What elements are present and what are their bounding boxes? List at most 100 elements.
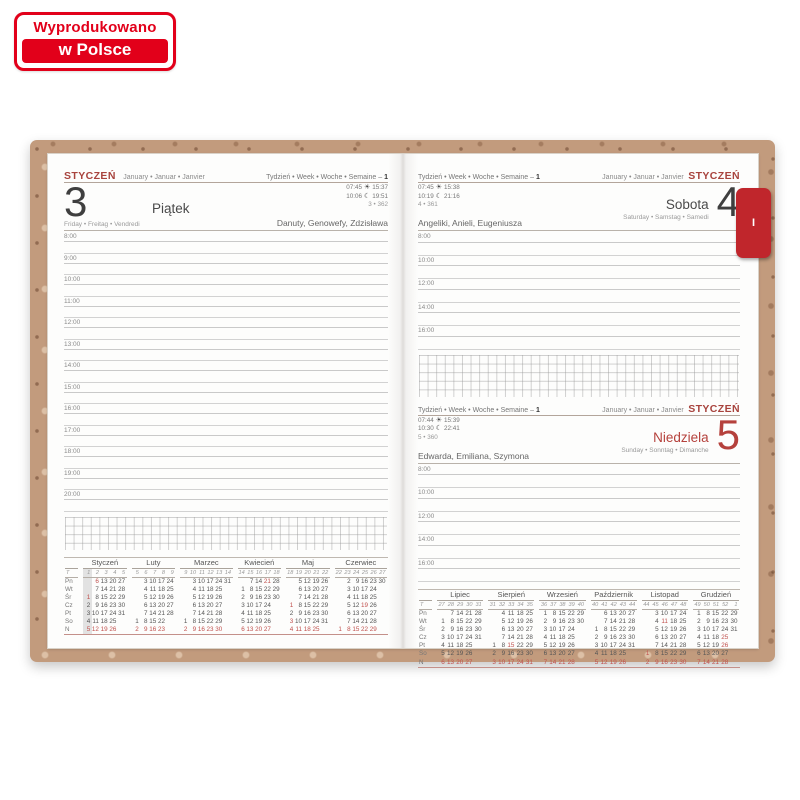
week-number-cell: 18 bbox=[272, 569, 282, 578]
week-label: Tydzień • Week • Woche • Semaine – 1 bbox=[418, 174, 540, 181]
weekday-label: Pn bbox=[65, 577, 73, 585]
date-cell: 10 bbox=[246, 601, 254, 609]
date-cell: 24 bbox=[465, 634, 473, 642]
date-cell bbox=[83, 577, 92, 586]
date-cell: 18 bbox=[670, 618, 678, 626]
date-cell: 21 bbox=[670, 642, 678, 650]
week-number-cell: 39 bbox=[567, 602, 577, 610]
date-cell: 28 bbox=[628, 618, 636, 626]
week-number-cell: 47 bbox=[669, 602, 679, 610]
date-cell: 16 bbox=[303, 609, 311, 617]
date-cell: 15 bbox=[149, 617, 157, 625]
date-cell: 30 bbox=[272, 593, 280, 601]
date-cell: 2 bbox=[645, 658, 650, 666]
hour-line: 18:00 bbox=[64, 447, 388, 457]
date-cell: 30 bbox=[577, 618, 585, 626]
date-cell: 27 bbox=[465, 658, 473, 666]
half-hour-line bbox=[64, 264, 388, 275]
date-cell: 9 bbox=[552, 618, 557, 626]
week-number-cell: 48 bbox=[678, 602, 688, 610]
date-cell: 27 bbox=[628, 610, 636, 617]
day-name-stack: Niedziela Sunday • Sonntag • Dimanche bbox=[621, 430, 708, 454]
date-cell bbox=[335, 610, 344, 618]
date-cell: 14 bbox=[660, 642, 668, 650]
date-cell: 16 bbox=[149, 626, 157, 634]
date-cell: 9 bbox=[249, 593, 254, 601]
date-cell: 9 bbox=[298, 609, 303, 617]
half-hour-line bbox=[64, 500, 388, 512]
date-cell bbox=[224, 626, 233, 634]
mini-month-lipiec: Lipiec 27 28 29 30 31 7 14 21 28 1 8 15 22 29 2 9 16 23 30 3… bbox=[437, 590, 484, 667]
date-cell bbox=[83, 585, 92, 594]
weekday-label: Wt bbox=[65, 585, 73, 593]
date-cell bbox=[437, 610, 446, 618]
date-cell bbox=[132, 586, 141, 594]
date-cell: 10 bbox=[91, 609, 99, 617]
date-cell: 1 bbox=[338, 626, 342, 634]
date-cell: 15 bbox=[507, 642, 515, 650]
date-cell bbox=[378, 602, 387, 610]
hour-line: 14:00 bbox=[64, 361, 388, 371]
date-cell bbox=[272, 602, 281, 610]
date-cell bbox=[286, 586, 295, 594]
half-hour-line bbox=[64, 457, 388, 469]
date-cell: 31 bbox=[474, 634, 482, 642]
hour-line: 17:00 bbox=[64, 426, 388, 436]
mini-cal-name-spacer bbox=[65, 558, 78, 569]
date-cell: 20 bbox=[456, 658, 464, 666]
day-of-year-count: 3 • 362 bbox=[368, 201, 388, 208]
date-cell: 29 bbox=[577, 610, 585, 617]
date-cell: 31 bbox=[223, 577, 231, 585]
date-cell: 10 bbox=[149, 577, 157, 585]
sun-icon: ☀ bbox=[435, 416, 443, 424]
date-cell: 4 bbox=[241, 609, 245, 617]
mini-month-name: Wrzesień bbox=[539, 590, 586, 601]
date-cell: 8 bbox=[552, 610, 557, 617]
date-cell bbox=[335, 578, 344, 586]
date-cell: 21 bbox=[618, 618, 626, 626]
month-title-right: January • Januar • Janvier STYCZEŃ bbox=[599, 399, 740, 417]
date-cell: 12 bbox=[352, 601, 360, 609]
moon-icon: ☾ bbox=[435, 192, 443, 200]
date-cell: 2 bbox=[135, 626, 139, 634]
date-cell: 12 bbox=[149, 593, 157, 601]
date-cell: 25 bbox=[312, 626, 320, 634]
month-translations: January • Januar • Janvier bbox=[602, 174, 684, 181]
date-cell: 19 bbox=[609, 658, 617, 666]
week-number-cell: 10 bbox=[188, 569, 198, 578]
date-cell: 25 bbox=[525, 610, 533, 617]
date-cell: 7 bbox=[298, 593, 303, 601]
mini-month-marzec: Marzec 9 10 11 12 13 14 3 10 17 24 31 4 11 18 25 5 12 19 26… bbox=[180, 558, 233, 635]
date-cell: 11 bbox=[92, 617, 99, 625]
mini-month-maj: Maj 18 19 20 21 22 5 12 19 26 6 13 20 27 7 14 21 28 1 8 15 22… bbox=[286, 558, 330, 635]
date-cell: 17 bbox=[206, 577, 214, 585]
date-cell bbox=[576, 650, 585, 658]
date-cell: 23 bbox=[465, 626, 473, 634]
date-cell bbox=[286, 594, 295, 602]
week-number-cell: 44 bbox=[627, 602, 637, 610]
namedays: Angeliki, Anieli, Eugeniusza bbox=[418, 218, 522, 228]
date-cell: 4 bbox=[192, 585, 197, 593]
month-title-right: January • Januar • Janvier STYCZEŃ bbox=[599, 166, 740, 184]
date-cell: 11 bbox=[703, 634, 710, 642]
date-cell: 31 bbox=[525, 658, 533, 666]
day-info-block: 07:45 ☀ 15:38 10:19 ☾ 21:16 4 • 361 Angeliki… bbox=[418, 181, 740, 231]
date-cell: 22 bbox=[361, 626, 369, 634]
week-column-header: T bbox=[419, 601, 432, 610]
date-cell: 18 bbox=[157, 585, 165, 593]
date-cell bbox=[321, 626, 330, 634]
date-cell: 4 bbox=[83, 617, 92, 627]
sunset-time: 15:37 bbox=[372, 184, 388, 191]
half-hour-line bbox=[64, 307, 388, 318]
weekday-label: Wt bbox=[419, 618, 427, 626]
date-cell: 9 bbox=[706, 618, 710, 626]
moonrise-time: 10:19 bbox=[418, 192, 434, 200]
half-hour-line bbox=[64, 285, 388, 297]
date-cell: 16 bbox=[197, 626, 205, 634]
date-cell: 14 bbox=[149, 609, 157, 617]
date-cell bbox=[224, 594, 233, 602]
date-cell: 26 bbox=[369, 601, 377, 609]
date-cell: 5 bbox=[543, 642, 548, 650]
date-cell: 17 bbox=[157, 577, 165, 585]
week-number-cell: 9 bbox=[180, 569, 189, 578]
